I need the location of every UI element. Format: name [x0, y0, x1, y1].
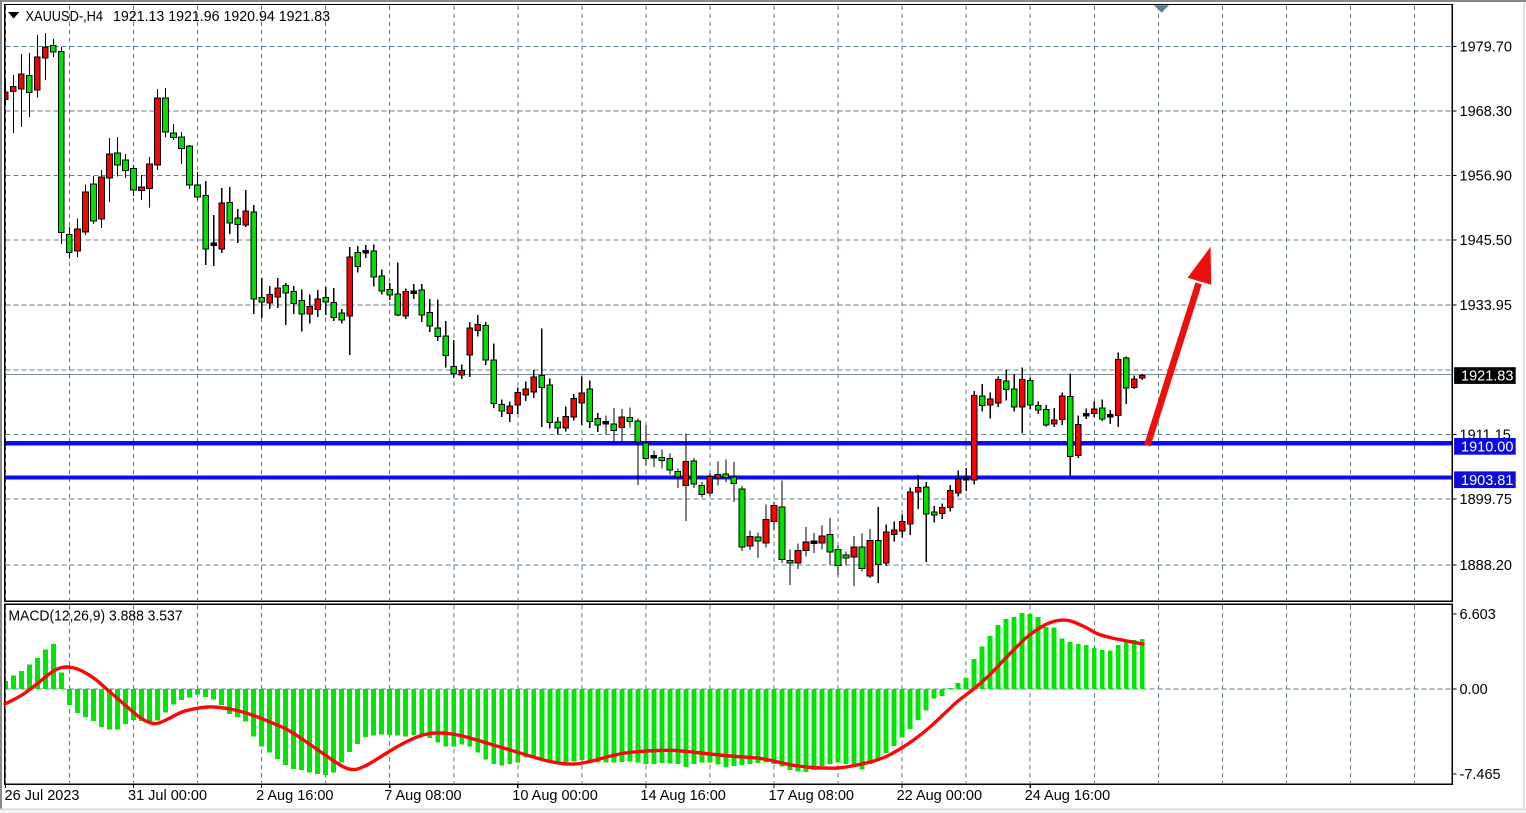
svg-text:1945.50: 1945.50: [1460, 233, 1512, 249]
svg-text:1921.13 1921.96 1920.94 1921.8: 1921.13 1921.96 1920.94 1921.83: [113, 9, 330, 25]
svg-text:22 Aug 00:00: 22 Aug 00:00: [897, 788, 982, 804]
svg-text:-7.465: -7.465: [1460, 767, 1501, 783]
svg-text:1956.90: 1956.90: [1460, 169, 1512, 185]
svg-text:1933.95: 1933.95: [1460, 298, 1512, 314]
svg-text:1979.70: 1979.70: [1460, 40, 1512, 56]
svg-text:1899.75: 1899.75: [1460, 492, 1512, 508]
svg-text:26 Jul 2023: 26 Jul 2023: [5, 788, 80, 804]
svg-text:XAUUSD-,H4: XAUUSD-,H4: [26, 9, 104, 25]
svg-text:1910.00: 1910.00: [1461, 439, 1513, 455]
svg-text:1921.83: 1921.83: [1461, 369, 1513, 385]
svg-text:0.00: 0.00: [1460, 682, 1488, 698]
svg-text:24 Aug 16:00: 24 Aug 16:00: [1025, 788, 1110, 804]
svg-text:1903.81: 1903.81: [1461, 473, 1513, 489]
svg-text:2 Aug 16:00: 2 Aug 16:00: [256, 788, 333, 804]
svg-text:31 Jul 00:00: 31 Jul 00:00: [128, 788, 207, 804]
svg-text:6.603: 6.603: [1460, 607, 1496, 623]
svg-text:14 Aug 16:00: 14 Aug 16:00: [640, 788, 725, 804]
svg-text:1888.20: 1888.20: [1460, 558, 1512, 574]
svg-text:7 Aug 08:00: 7 Aug 08:00: [384, 788, 461, 804]
svg-text:17 Aug 08:00: 17 Aug 08:00: [769, 788, 854, 804]
svg-text:1968.30: 1968.30: [1460, 104, 1512, 120]
svg-text:MACD(12,26,9) 3.888 3.537: MACD(12,26,9) 3.888 3.537: [9, 609, 183, 625]
svg-text:10 Aug 00:00: 10 Aug 00:00: [512, 788, 597, 804]
